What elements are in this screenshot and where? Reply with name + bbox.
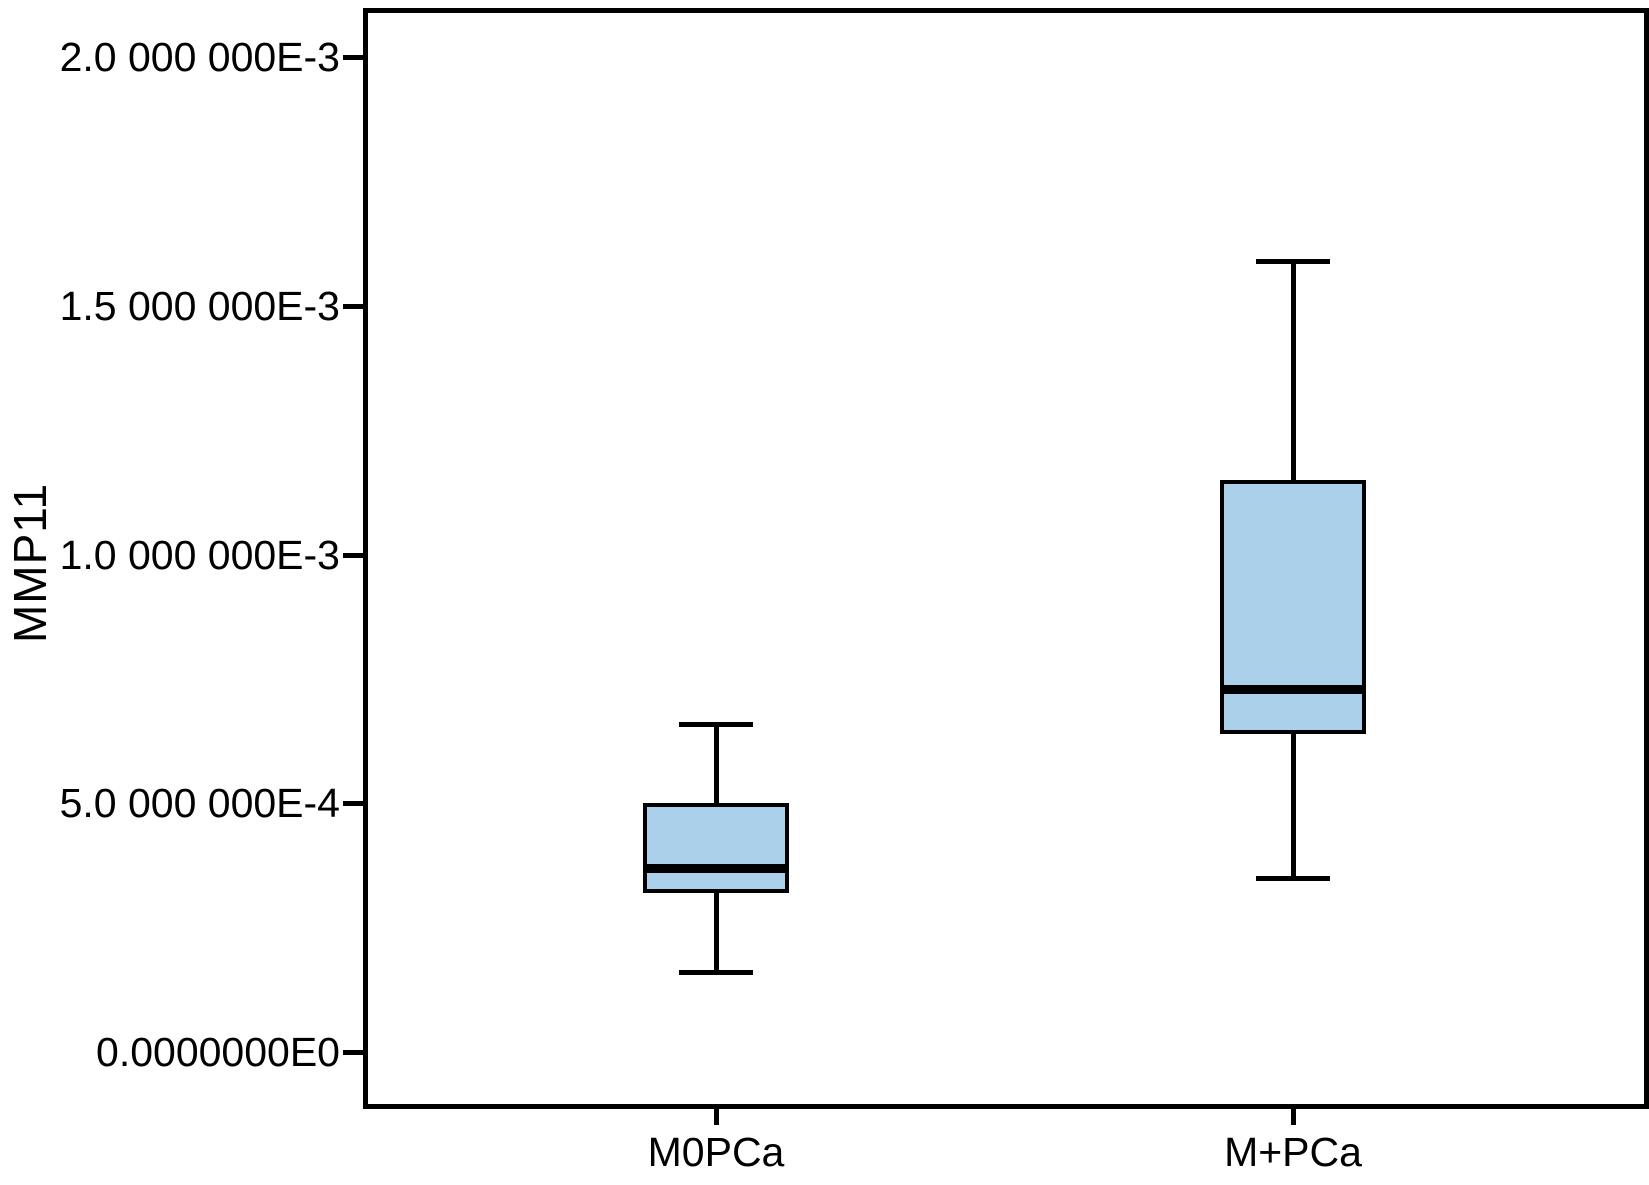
x-tick-label-M+PCa: M+PCa xyxy=(1224,1129,1362,1175)
y-tick-label: 5.0 000 000E-4 xyxy=(59,780,340,827)
y-tick-label: 1.0 000 000E-3 xyxy=(59,531,340,578)
y-tick-label: 0.0000000E0 xyxy=(96,1029,340,1075)
box-M0PCa xyxy=(643,803,789,893)
whisker-cap-bottom xyxy=(679,970,753,976)
whisker-cap-bottom xyxy=(1256,875,1330,881)
whisker-cap-top xyxy=(1256,258,1330,264)
y-tick-mark xyxy=(343,801,363,807)
x-tick-mark xyxy=(714,1105,719,1125)
box-M+PCa xyxy=(1220,479,1366,734)
median-line xyxy=(1220,684,1366,694)
y-tick-mark xyxy=(343,55,363,60)
median-line xyxy=(643,863,789,873)
y-tick-label: 1.5 000 000E-3 xyxy=(59,282,340,329)
y-tick-mark xyxy=(343,1050,363,1055)
x-tick-mark xyxy=(1291,1105,1296,1125)
y-tick-label: 2.0 000 000E-3 xyxy=(59,34,340,80)
y-tick-mark xyxy=(343,552,363,558)
x-tick-label-M0PCa: M0PCa xyxy=(647,1129,785,1175)
plot-area xyxy=(363,8,1649,1109)
y-tick-mark xyxy=(343,303,363,309)
whisker-cap-top xyxy=(679,721,753,727)
